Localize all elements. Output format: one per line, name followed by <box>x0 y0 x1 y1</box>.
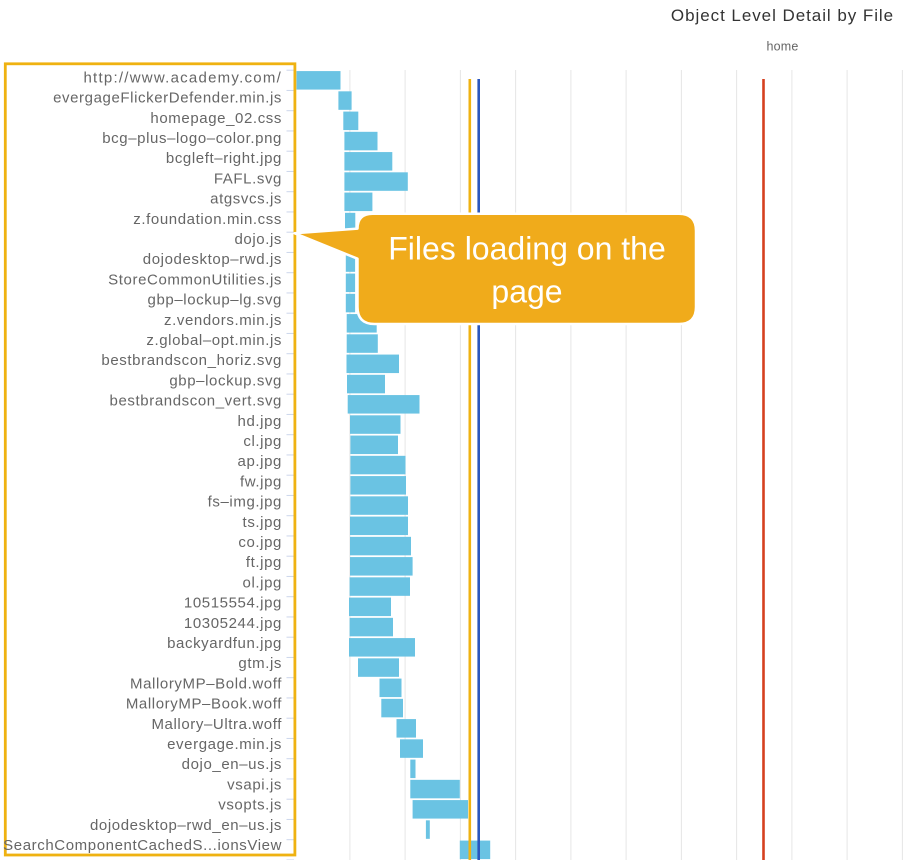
svg-text:Mallory–Ultra.woff: Mallory–Ultra.woff <box>151 716 282 733</box>
svg-text:z.global–opt.min.js: z.global–opt.min.js <box>146 332 282 349</box>
svg-text:bcgleft–right.jpg: bcgleft–right.jpg <box>166 150 282 167</box>
svg-text:bestbrandscon_horiz.svg: bestbrandscon_horiz.svg <box>101 352 282 369</box>
svg-text:ap.jpg: ap.jpg <box>238 453 282 470</box>
svg-text:atgsvcs.js: atgsvcs.js <box>210 191 282 208</box>
svg-text:cl.jpg: cl.jpg <box>243 433 282 450</box>
svg-text:evergageFlickerDefender.min.js: evergageFlickerDefender.min.js <box>53 90 282 107</box>
svg-text:MalloryMP–Bold.woff: MalloryMP–Bold.woff <box>130 675 282 692</box>
svg-text:10305244.jpg: 10305244.jpg <box>184 615 282 632</box>
svg-text:home: home <box>766 39 798 53</box>
svg-text:homepage_02.css: homepage_02.css <box>150 110 282 127</box>
svg-text:z.foundation.min.css: z.foundation.min.css <box>133 211 282 228</box>
svg-text:ft.jpg: ft.jpg <box>246 554 282 571</box>
svg-text:10515554.jpg: 10515554.jpg <box>184 595 282 612</box>
svg-text:ol.jpg: ol.jpg <box>243 574 282 591</box>
svg-text:dojo.js: dojo.js <box>234 231 282 248</box>
svg-text:gbp–lockup–lg.svg: gbp–lockup–lg.svg <box>148 292 282 309</box>
svg-text:FAFL.svg: FAFL.svg <box>214 170 282 187</box>
svg-text:http://www.academy.com/: http://www.academy.com/ <box>83 69 282 86</box>
svg-text:evergage.min.js: evergage.min.js <box>167 736 282 753</box>
svg-text:gbp–lockup.svg: gbp–lockup.svg <box>169 372 282 389</box>
svg-text:page: page <box>491 274 562 310</box>
svg-text:vsapi.js: vsapi.js <box>227 776 282 793</box>
svg-text:Object Level Detail by File: Object Level Detail by File <box>671 6 894 25</box>
svg-text:dojodesktop–rwd_en–us.js: dojodesktop–rwd_en–us.js <box>90 817 282 834</box>
svg-text:SearchComponentCachedS...ionsV: SearchComponentCachedS...ionsView <box>3 837 282 854</box>
svg-text:bestbrandscon_vert.svg: bestbrandscon_vert.svg <box>110 393 282 410</box>
svg-text:MalloryMP–Book.woff: MalloryMP–Book.woff <box>126 696 282 713</box>
svg-text:Files loading on the: Files loading on the <box>388 230 666 266</box>
svg-text:gtm.js: gtm.js <box>238 655 282 672</box>
svg-text:bcg–plus–logo–color.png: bcg–plus–logo–color.png <box>102 130 282 147</box>
svg-text:dojo_en–us.js: dojo_en–us.js <box>182 756 282 773</box>
svg-text:fw.jpg: fw.jpg <box>240 473 282 490</box>
svg-text:ts.jpg: ts.jpg <box>243 514 282 531</box>
svg-text:hd.jpg: hd.jpg <box>238 413 282 430</box>
svg-text:co.jpg: co.jpg <box>238 534 282 551</box>
svg-text:z.vendors.min.js: z.vendors.min.js <box>164 312 282 329</box>
svg-text:dojodesktop–rwd.js: dojodesktop–rwd.js <box>143 251 282 268</box>
svg-text:backyardfun.jpg: backyardfun.jpg <box>167 635 282 652</box>
svg-text:vsopts.js: vsopts.js <box>218 797 282 814</box>
svg-text:fs–img.jpg: fs–img.jpg <box>208 494 282 511</box>
svg-text:StoreCommonUtilities.js: StoreCommonUtilities.js <box>108 271 282 288</box>
